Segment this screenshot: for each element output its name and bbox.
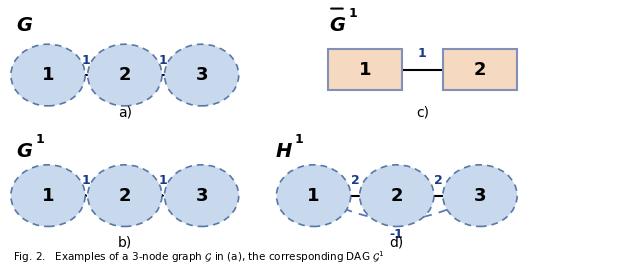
Text: 2: 2 <box>474 61 486 79</box>
Text: -1: -1 <box>390 228 404 241</box>
Text: 1: 1 <box>42 66 54 84</box>
Text: 1: 1 <box>358 61 371 79</box>
Text: 1: 1 <box>307 187 320 205</box>
Text: 3: 3 <box>474 187 486 205</box>
Ellipse shape <box>164 165 239 226</box>
Text: 1: 1 <box>159 54 168 67</box>
Text: a): a) <box>118 105 132 119</box>
Ellipse shape <box>164 44 239 106</box>
Text: 1: 1 <box>418 47 427 60</box>
FancyBboxPatch shape <box>443 49 517 91</box>
Ellipse shape <box>11 44 85 106</box>
Text: G: G <box>16 142 32 161</box>
Text: Fig. 2.   Examples of a 3-node graph $\mathcal{G}$ in (a), the corresponding DAG: Fig. 2. Examples of a 3-node graph $\mat… <box>13 250 384 265</box>
Text: d): d) <box>390 235 404 249</box>
Text: 2: 2 <box>118 66 131 84</box>
Text: 1: 1 <box>82 54 91 67</box>
FancyBboxPatch shape <box>328 49 402 91</box>
Text: 1: 1 <box>349 7 358 20</box>
Text: 1: 1 <box>294 133 303 146</box>
Text: 2: 2 <box>390 187 403 205</box>
Text: 2: 2 <box>434 174 443 187</box>
Text: 3: 3 <box>195 187 208 205</box>
Ellipse shape <box>360 165 434 226</box>
Ellipse shape <box>276 165 351 226</box>
Text: 1: 1 <box>42 187 54 205</box>
Text: 2: 2 <box>118 187 131 205</box>
Text: 1: 1 <box>35 133 44 146</box>
Text: 1: 1 <box>82 174 91 187</box>
Text: G: G <box>16 16 32 35</box>
Ellipse shape <box>88 44 162 106</box>
Text: H: H <box>275 142 292 161</box>
Ellipse shape <box>443 165 517 226</box>
Text: 2: 2 <box>351 174 360 187</box>
Text: 3: 3 <box>195 66 208 84</box>
Text: c): c) <box>416 105 429 119</box>
Text: G: G <box>330 16 346 35</box>
Text: b): b) <box>118 235 132 249</box>
Text: 1: 1 <box>159 174 168 187</box>
Ellipse shape <box>11 165 85 226</box>
Ellipse shape <box>88 165 162 226</box>
